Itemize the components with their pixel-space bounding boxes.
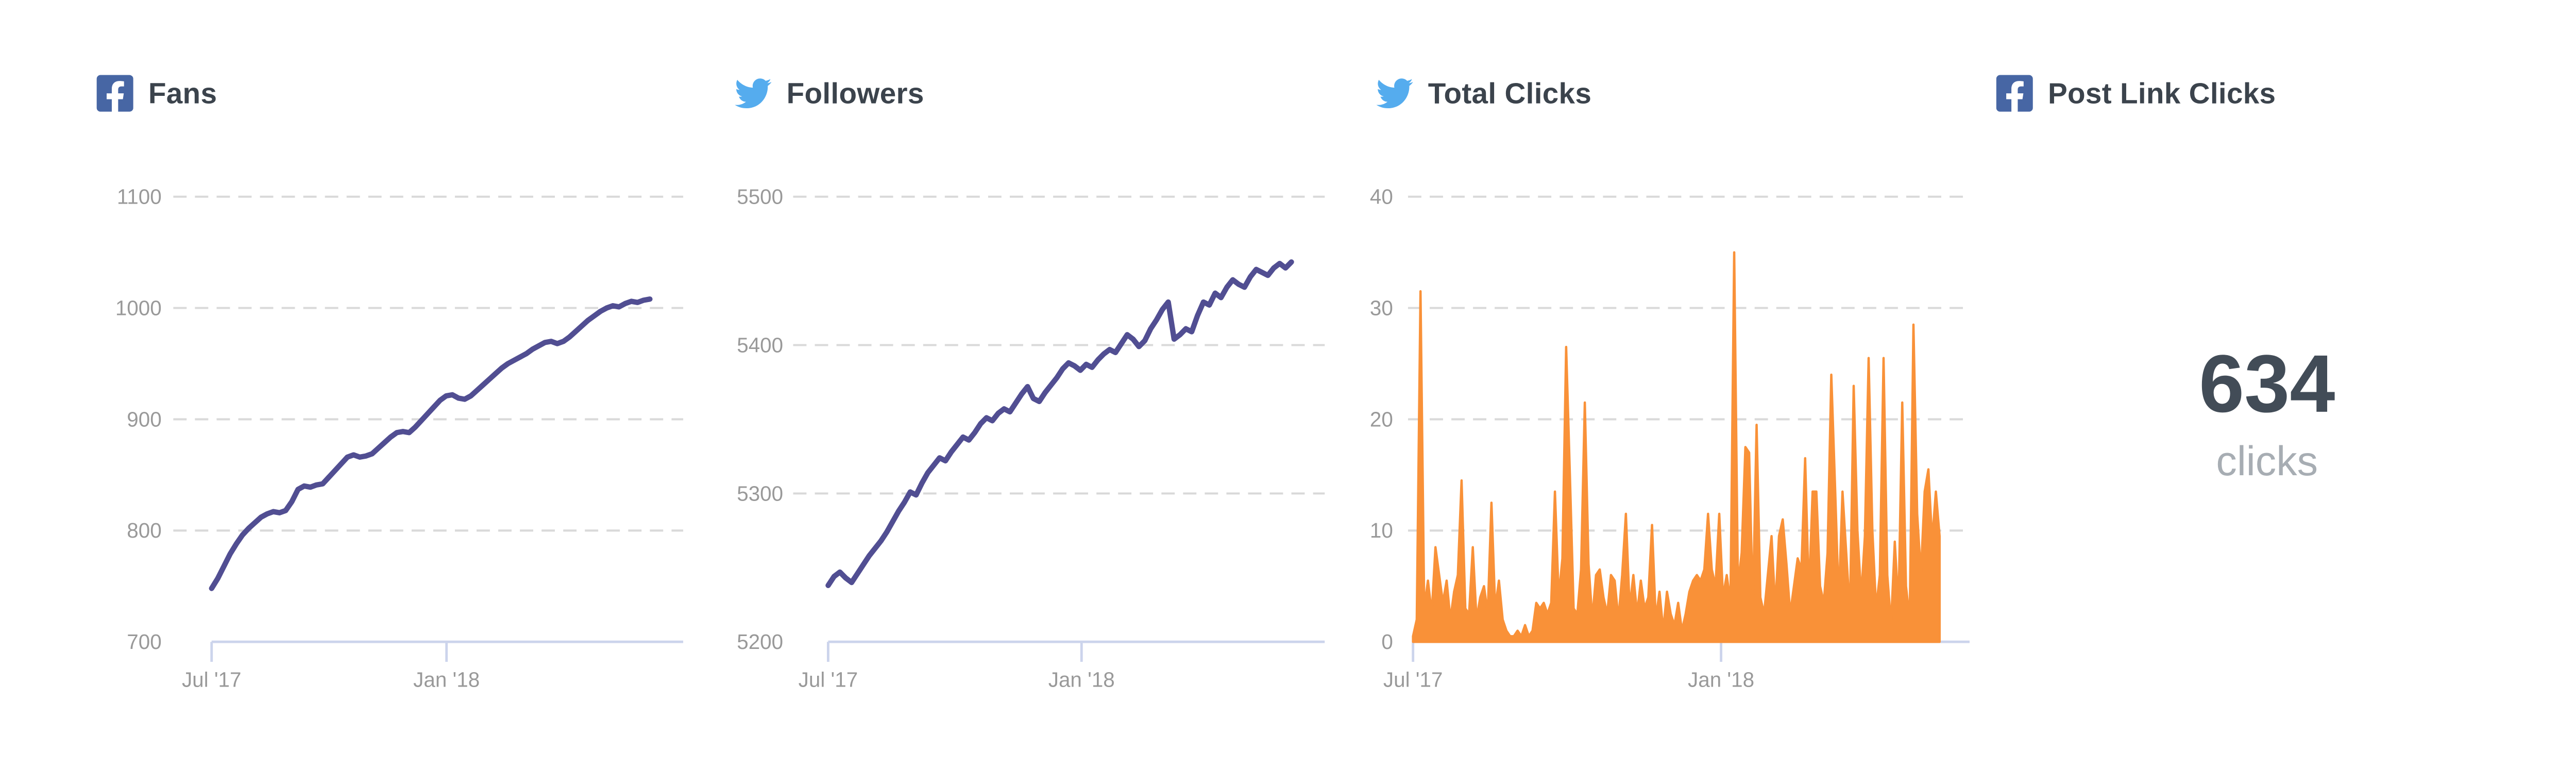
total-clicks-series	[1412, 251, 1941, 643]
metric-value: 634	[2199, 340, 2335, 430]
fans-chart[interactable]: 700 800 900 1000 1100 Jul '17 Jan '18	[115, 185, 684, 692]
followers-series	[825, 259, 1294, 588]
panel-title-followers: Followers	[786, 76, 924, 109]
y-tick-label: 40	[1370, 185, 1393, 209]
fans-series	[209, 296, 653, 591]
post-link-clicks-metric: 634 clicks	[2096, 339, 2438, 487]
facebook-icon	[1996, 75, 2033, 112]
x-tick-label: Jan '18	[413, 668, 480, 692]
twitter-icon	[1376, 75, 1413, 112]
y-tick-label: 0	[1381, 630, 1393, 654]
y-tick-label: 5500	[737, 185, 783, 209]
y-tick-label: 10	[1370, 519, 1393, 542]
x-tick-label: Jan '18	[1688, 668, 1754, 692]
y-tick-label: 5400	[737, 333, 783, 357]
panel-header-followers: Followers	[735, 75, 924, 112]
panel-title-total-clicks: Total Clicks	[1428, 76, 1592, 109]
panel-title-post-link-clicks: Post Link Clicks	[2047, 76, 2276, 109]
y-tick-label: 700	[127, 630, 161, 654]
panel-header-post-link-clicks: Post Link Clicks	[1996, 75, 2276, 112]
y-tick-label: 30	[1370, 296, 1393, 320]
y-tick-label: 800	[127, 519, 161, 542]
y-tick-label: 1100	[117, 185, 162, 209]
x-tick-label: Jul '17	[799, 668, 858, 692]
y-tick-label: 20	[1370, 407, 1393, 431]
y-tick-label: 5300	[737, 481, 783, 505]
twitter-icon	[735, 75, 772, 112]
y-tick-label: 900	[127, 407, 161, 431]
total-clicks-chart[interactable]: 0 10 20 30 40 Jul '17 Jan '18	[1370, 185, 1970, 692]
panel-header-fans: Fans	[96, 75, 217, 112]
metric-label: clicks	[2216, 438, 2318, 486]
y-tick-label: 1000	[115, 296, 162, 320]
facebook-icon	[96, 75, 133, 112]
y-tick-label: 5200	[737, 630, 783, 654]
panel-title-fans: Fans	[148, 76, 217, 109]
x-tick-label: Jan '18	[1048, 668, 1115, 692]
panel-header-total-clicks: Total Clicks	[1376, 75, 1592, 112]
x-tick-label: Jul '17	[1383, 668, 1443, 692]
followers-chart[interactable]: 5200 5300 5400 5500 Jul '17 Jan '18	[737, 185, 1325, 692]
x-tick-label: Jul '17	[182, 668, 242, 692]
